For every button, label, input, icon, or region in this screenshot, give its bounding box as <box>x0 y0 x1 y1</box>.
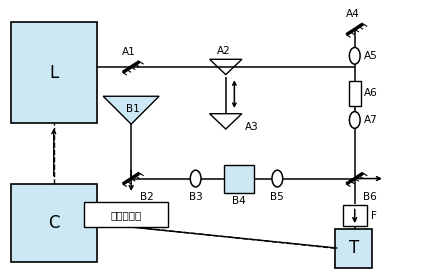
Bar <box>84 202 168 227</box>
Text: L: L <box>49 64 58 81</box>
Ellipse shape <box>190 170 201 187</box>
Text: B4: B4 <box>232 196 246 206</box>
Text: A2: A2 <box>217 46 230 56</box>
Text: T: T <box>349 239 359 257</box>
Text: B2: B2 <box>140 192 154 202</box>
Text: B1: B1 <box>126 104 140 114</box>
Text: B5: B5 <box>270 192 284 202</box>
Bar <box>224 165 254 193</box>
Bar <box>349 81 361 106</box>
Polygon shape <box>103 96 159 124</box>
Bar <box>343 205 367 226</box>
Text: 高功率输出: 高功率输出 <box>110 210 141 220</box>
Text: A6: A6 <box>364 88 378 98</box>
Text: F: F <box>371 211 377 220</box>
Text: B6: B6 <box>363 192 377 202</box>
Ellipse shape <box>349 112 360 128</box>
Bar <box>11 22 97 123</box>
Text: C: C <box>48 214 59 232</box>
Text: B3: B3 <box>189 192 203 202</box>
Ellipse shape <box>349 47 360 64</box>
Text: A5: A5 <box>364 51 378 61</box>
Text: A3: A3 <box>245 122 259 132</box>
Text: A7: A7 <box>364 115 378 125</box>
Ellipse shape <box>272 170 283 187</box>
Bar <box>335 229 372 268</box>
Text: A1: A1 <box>122 47 136 57</box>
Text: A4: A4 <box>346 9 359 19</box>
Bar <box>11 184 97 262</box>
